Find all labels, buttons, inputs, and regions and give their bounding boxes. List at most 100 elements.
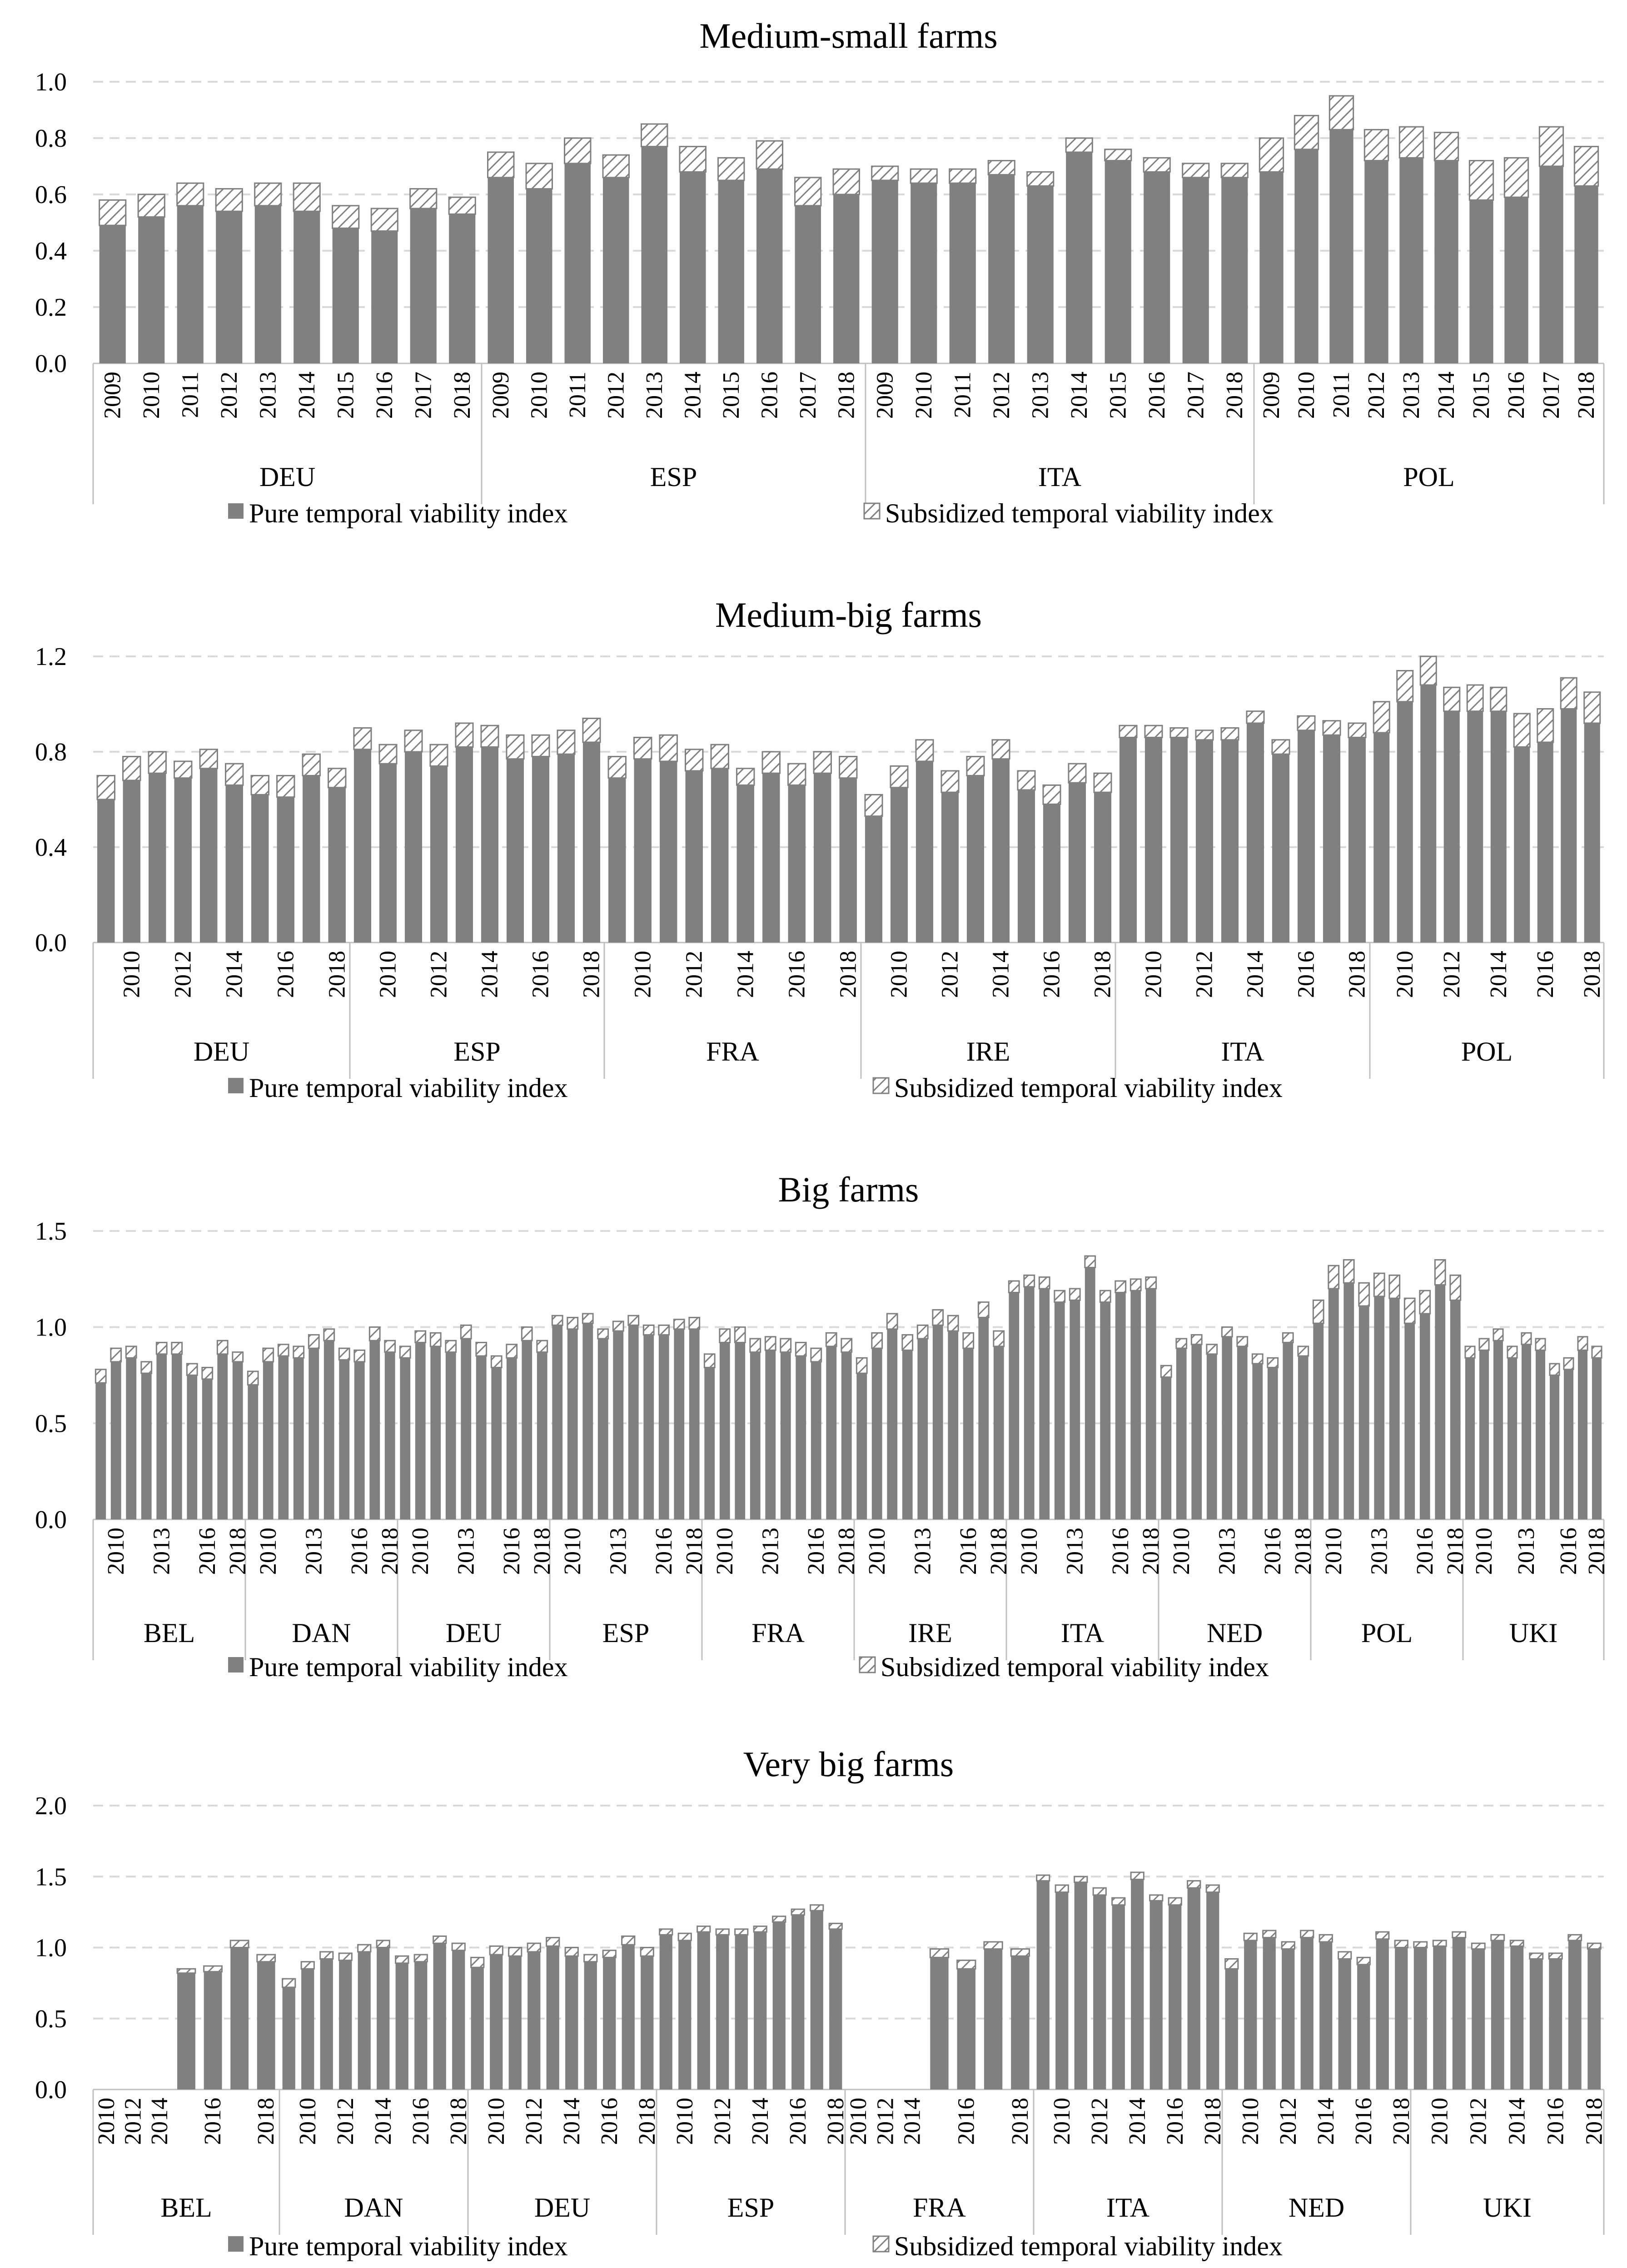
bar-pure-ITA-2018 bbox=[1221, 177, 1248, 363]
x-tick-label: 2012 bbox=[1087, 2098, 1113, 2145]
bar-subsidized-ESP-2009 bbox=[353, 727, 372, 750]
bar-subsidized-ESP-2017 bbox=[673, 1319, 685, 1330]
bar-pure-BEL-2014 bbox=[171, 1354, 182, 1519]
x-tick-label: 2013 bbox=[642, 372, 667, 419]
bar-pure-NED-2013 bbox=[1300, 1937, 1314, 2089]
bar-pure-DEU-2010 bbox=[415, 1342, 426, 1519]
bar-pure-DEU-2016 bbox=[371, 231, 398, 363]
bar-pure-ITA-2014 bbox=[1066, 152, 1093, 363]
y-tick-label: 0.8 bbox=[35, 738, 67, 766]
bar-pure-DEU-2012 bbox=[216, 211, 243, 363]
x-tick-label: 2013 bbox=[1214, 1528, 1240, 1575]
x-tick-label: 2013 bbox=[757, 1528, 783, 1575]
bar-subsidized-DEU-2009 bbox=[96, 775, 115, 800]
bar-pure-FRA-2014 bbox=[736, 785, 754, 943]
bar-subsidized-DAN-2016 bbox=[413, 1954, 428, 1963]
bar-pure-ESP-2010 bbox=[526, 189, 552, 363]
bar-pure-ESP-2014 bbox=[628, 1325, 639, 1519]
bar-subsidized-ESP-2011 bbox=[697, 1926, 711, 1933]
x-tick-label: 2013 bbox=[1513, 1528, 1539, 1575]
bar-pure-POL-2012 bbox=[1358, 1306, 1369, 1519]
bar-subsidized-DEU-2009 bbox=[399, 1345, 411, 1359]
bar-pure-ITA-2013 bbox=[1112, 1905, 1125, 2089]
bar-pure-FRA-2009 bbox=[608, 778, 626, 943]
bar-pure-FRA-2010 bbox=[634, 759, 652, 943]
legend: Pure temporal viability index Subsidized … bbox=[228, 1073, 1283, 1103]
bar-subsidized-DAN-2012 bbox=[338, 1952, 353, 1961]
x-tick-label: 2016 bbox=[1503, 372, 1529, 419]
x-tick-label: 2014 bbox=[559, 2098, 585, 2145]
bar-subsidized-POL-2017 bbox=[1538, 126, 1564, 167]
bar-subsidized-ITA-2010 bbox=[1055, 1884, 1069, 1893]
bar-subsidized-IRE-2010 bbox=[871, 1332, 883, 1349]
bar-pure-DAN-2009 bbox=[282, 1987, 295, 2089]
bar-pure-BEL-2017 bbox=[230, 1947, 249, 2089]
country-group: 2010 2012 2014 2016 2018 BEL bbox=[94, 1940, 279, 2223]
x-tick-label: 2012 bbox=[1275, 2098, 1301, 2145]
bar-subsidized-DEU-2014 bbox=[225, 763, 244, 786]
x-tick-label: 2016 bbox=[200, 2098, 226, 2145]
bar-pure-IRE-2018 bbox=[993, 1346, 1004, 1519]
bar-subsidized-POL-2009 bbox=[1259, 137, 1284, 173]
bar-pure-IRE-2016 bbox=[963, 1348, 974, 1519]
bar-pure-ITA-2010 bbox=[911, 183, 937, 363]
bar-subsidized-NED-2010 bbox=[1175, 1338, 1188, 1349]
x-tick-label: 2012 bbox=[1363, 372, 1389, 419]
country-group: 2010 2013 2016 2018 BEL bbox=[95, 1340, 251, 1648]
country-label: DAN bbox=[292, 1618, 351, 1648]
x-tick-label: 2013 bbox=[605, 1528, 631, 1575]
chart-title: Very big farms bbox=[743, 1744, 954, 1784]
bar-subsidized-DEU-2018 bbox=[448, 196, 476, 215]
bar-pure-POL-2012 bbox=[1443, 711, 1460, 943]
bar-pure-BEL-2017 bbox=[217, 1354, 228, 1519]
bar-subsidized-DEU-2010 bbox=[489, 1945, 503, 1955]
bar-pure-ESP-2016 bbox=[756, 169, 783, 363]
bar-subsidized-POL-2011 bbox=[1328, 95, 1354, 130]
bar-subsidized-IRE-2015 bbox=[947, 1315, 959, 1332]
bar-pure-IRE-2014 bbox=[932, 1325, 943, 1519]
country-group: 2009 2010 2011 2012 2013 2014 2015 2016 2017 2018… bbox=[487, 123, 860, 492]
country-label: POL bbox=[1403, 462, 1454, 492]
bar-subsidized-FRA-2017 bbox=[825, 1332, 837, 1347]
country-group: 2010 2012 2014 2016 2018 FRA bbox=[607, 734, 861, 1067]
bar-pure-ITA-2014 bbox=[1246, 723, 1264, 943]
bar-pure-ESP-2017 bbox=[674, 1329, 685, 1519]
bar-subsidized-IRE-2014 bbox=[991, 739, 1010, 760]
bar-pure-POL-2014 bbox=[1389, 1298, 1400, 1519]
x-tick-label: 2010 bbox=[295, 2098, 321, 2145]
bar-pure-BEL-2013 bbox=[156, 1354, 167, 1519]
bar-subsidized-DEU-2011 bbox=[176, 182, 204, 207]
bar-pure-ITA-2011 bbox=[1074, 1882, 1087, 2089]
bar-pure-DAN-2011 bbox=[320, 1959, 333, 2089]
x-tick-label: 2010 bbox=[1471, 1528, 1497, 1575]
bar-subsidized-IRE-2009 bbox=[864, 794, 883, 817]
bar-pure-ITA-2014 bbox=[1085, 1267, 1095, 1519]
bar-pure-DEU-2013 bbox=[254, 205, 281, 363]
bar-subsidized-POL-2013 bbox=[1398, 126, 1424, 159]
bar-pure-ESP-2011 bbox=[697, 1932, 710, 2089]
bar-pure-DEU-2010 bbox=[490, 1955, 503, 2089]
legend-label-pure: Pure temporal viability index bbox=[249, 1073, 568, 1103]
bar-pure-DAN-2013 bbox=[358, 1951, 371, 2089]
country-group: 2009 2010 2011 2012 2013 2014 2015 2016 2017 2018… bbox=[1259, 95, 1599, 492]
bar-subsidized-IRE-2017 bbox=[977, 1301, 990, 1318]
bar-subsidized-FRA-2015 bbox=[929, 1948, 950, 1958]
bar-pure-DAN-2014 bbox=[377, 1947, 390, 2089]
x-tick-label: 2010 bbox=[864, 1528, 890, 1575]
bar-subsidized-ESP-2016 bbox=[531, 734, 550, 757]
country-group: 2010 2013 2016 2018 POL bbox=[1312, 1259, 1468, 1648]
bar-subsidized-ESP-2016 bbox=[791, 1908, 805, 1916]
x-tick-label: 2013 bbox=[255, 372, 281, 419]
x-tick-label: 2016 bbox=[372, 372, 398, 419]
x-tick-label: 2018 bbox=[253, 2098, 279, 2145]
chart-panel: Medium-big farms 0.0 0.4 0.8 1.2 2010 2012 2014… bbox=[35, 595, 1605, 1103]
country-group: 2010 2013 2016 2018 UKI bbox=[1464, 1328, 1610, 1648]
y-tick-label: 0.6 bbox=[35, 181, 67, 209]
country-group: 2010 2012 2014 2016 2018 ITA bbox=[1119, 710, 1370, 1067]
chart-title: Medium-big farms bbox=[715, 595, 982, 635]
x-tick-label: 2016 bbox=[1294, 951, 1319, 998]
bar-pure-UKI-2011 bbox=[1493, 1340, 1503, 1519]
bar-subsidized-NED-2012 bbox=[1206, 1344, 1218, 1355]
bar-subsidized-BEL-2011 bbox=[125, 1345, 137, 1359]
bar-pure-ESP-2009 bbox=[353, 749, 372, 943]
